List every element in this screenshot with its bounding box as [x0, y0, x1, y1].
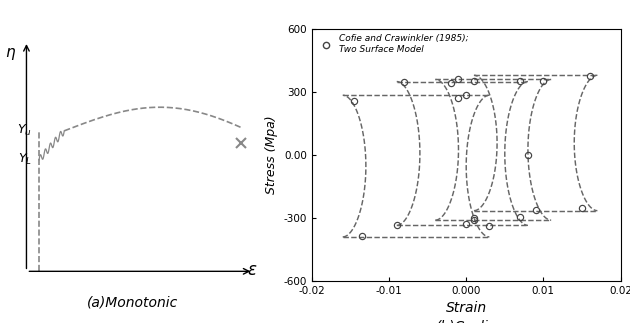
Text: (b)Cyclic: (b)Cyclic [436, 320, 496, 323]
Text: $Y_u$: $Y_u$ [17, 123, 32, 138]
Text: $\eta$: $\eta$ [5, 46, 16, 62]
X-axis label: Strain: Strain [445, 301, 487, 316]
Text: (a)Monotonic: (a)Monotonic [87, 296, 178, 309]
Text: $\varepsilon$: $\varepsilon$ [246, 261, 257, 278]
Y-axis label: Stress (Mpa): Stress (Mpa) [265, 116, 278, 194]
Legend: Cofie and Crawinkler (1985);
Two Surface Model: Cofie and Crawinkler (1985); Two Surface… [316, 34, 469, 55]
Text: $Y_L$: $Y_L$ [18, 152, 32, 167]
